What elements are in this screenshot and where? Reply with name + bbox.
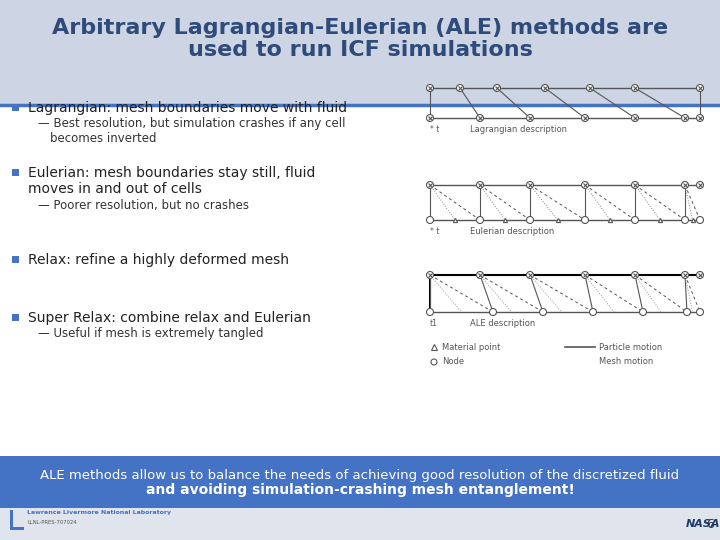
Circle shape	[541, 84, 549, 91]
Text: ALE description: ALE description	[470, 319, 535, 328]
Circle shape	[426, 84, 433, 91]
Text: Particle motion: Particle motion	[599, 342, 662, 352]
Text: becomes inverted: becomes inverted	[50, 132, 156, 145]
Circle shape	[493, 84, 500, 91]
Circle shape	[526, 272, 534, 279]
Circle shape	[426, 181, 433, 188]
Bar	[12, 314, 19, 321]
Bar	[10, 527, 24, 530]
Circle shape	[456, 84, 464, 91]
Text: — Useful if mesh is extremely tangled: — Useful if mesh is extremely tangled	[38, 327, 264, 341]
Circle shape	[631, 84, 639, 91]
Circle shape	[477, 217, 484, 224]
Circle shape	[526, 114, 534, 122]
Circle shape	[426, 308, 433, 315]
Circle shape	[582, 181, 588, 188]
Circle shape	[426, 272, 433, 279]
Text: Mesh motion: Mesh motion	[599, 357, 653, 367]
Circle shape	[490, 308, 497, 315]
Text: Super Relax: combine relax and Eulerian: Super Relax: combine relax and Eulerian	[28, 311, 311, 325]
Text: * t: * t	[430, 227, 439, 236]
Circle shape	[431, 359, 437, 365]
Circle shape	[682, 181, 688, 188]
Text: * t: * t	[430, 125, 439, 134]
Circle shape	[696, 181, 703, 188]
Text: Eulerian: mesh boundaries stay still, fluid: Eulerian: mesh boundaries stay still, fl…	[28, 166, 315, 180]
Text: Eulerian description: Eulerian description	[470, 227, 554, 236]
Bar	[0, 508, 720, 540]
Circle shape	[590, 308, 596, 315]
Text: Arbitrary Lagrangian-Eulerian (ALE) methods are: Arbitrary Lagrangian-Eulerian (ALE) meth…	[52, 18, 668, 38]
Bar	[0, 105, 720, 456]
Circle shape	[582, 272, 588, 279]
Circle shape	[683, 308, 690, 315]
Text: 6: 6	[706, 517, 714, 530]
Bar	[12, 104, 19, 111]
Text: — Poorer resolution, but no crashes: — Poorer resolution, but no crashes	[38, 199, 249, 213]
Circle shape	[426, 114, 433, 122]
Bar	[0, 0, 720, 105]
Text: Material point: Material point	[442, 342, 500, 352]
Circle shape	[696, 272, 703, 279]
Text: Node: Node	[442, 357, 464, 367]
Text: Lagrangian description: Lagrangian description	[470, 125, 567, 134]
Text: Relax: refine a highly deformed mesh: Relax: refine a highly deformed mesh	[28, 253, 289, 267]
Circle shape	[682, 217, 688, 224]
Circle shape	[587, 84, 593, 91]
Text: and avoiding simulation-crashing mesh entanglement!: and avoiding simulation-crashing mesh en…	[145, 483, 575, 497]
Circle shape	[582, 217, 588, 224]
Circle shape	[682, 114, 688, 122]
Text: moves in and out of cells: moves in and out of cells	[28, 182, 202, 196]
Circle shape	[682, 272, 688, 279]
Circle shape	[696, 217, 703, 224]
Text: t1: t1	[430, 319, 438, 328]
Circle shape	[696, 308, 703, 315]
Circle shape	[477, 181, 484, 188]
Circle shape	[631, 114, 639, 122]
Circle shape	[526, 217, 534, 224]
Circle shape	[631, 217, 639, 224]
Circle shape	[631, 181, 639, 188]
Text: Lagrangian: mesh boundaries move with fluid: Lagrangian: mesh boundaries move with fl…	[28, 101, 347, 115]
Circle shape	[696, 84, 703, 91]
Circle shape	[539, 308, 546, 315]
Bar	[10, 510, 13, 530]
Text: NASA: NASA	[686, 519, 720, 529]
Text: — Best resolution, but simulation crashes if any cell: — Best resolution, but simulation crashe…	[38, 118, 346, 131]
Circle shape	[582, 114, 588, 122]
Circle shape	[639, 308, 647, 315]
Circle shape	[631, 272, 639, 279]
Text: Lawrence Livermore National Laboratory: Lawrence Livermore National Laboratory	[27, 510, 171, 515]
Circle shape	[526, 181, 534, 188]
Text: used to run ICF simulations: used to run ICF simulations	[188, 40, 532, 60]
Bar	[12, 256, 19, 263]
Bar	[12, 169, 19, 176]
Bar	[0, 456, 720, 508]
Text: ALE methods allow us to balance the needs of achieving good resolution of the di: ALE methods allow us to balance the need…	[40, 469, 680, 482]
Circle shape	[426, 217, 433, 224]
Circle shape	[696, 114, 703, 122]
Circle shape	[477, 114, 484, 122]
Text: LLNL-PRES-707024: LLNL-PRES-707024	[27, 520, 77, 525]
Circle shape	[477, 272, 484, 279]
